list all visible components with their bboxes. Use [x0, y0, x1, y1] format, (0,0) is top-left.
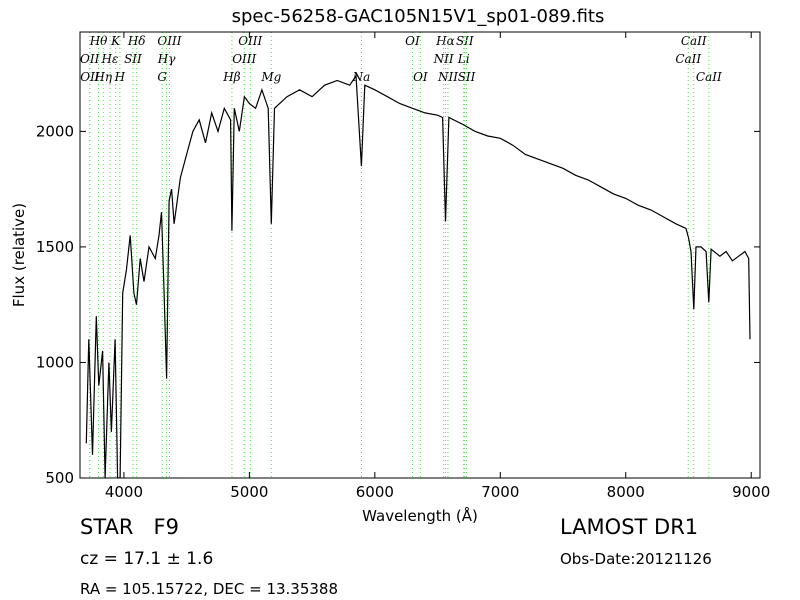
spectral-line-label: SII: [124, 52, 142, 66]
spectral-line-label: OIII: [157, 34, 181, 48]
x-axis-label: Wavelength (Å): [362, 506, 478, 525]
spectral-line-label: CaII: [681, 34, 707, 48]
spectral-line-label: NII: [437, 70, 458, 84]
spectral-line-label: K: [110, 34, 121, 48]
spectral-line-label: NII: [433, 52, 454, 66]
spectrum: [85, 74, 751, 478]
y-tick-label: 1000: [36, 353, 74, 371]
y-tick-label: 2000: [36, 122, 74, 140]
spectral-line-label: Hη: [93, 70, 112, 84]
coordinates: RA = 105.15722, DEC = 13.35388: [80, 580, 338, 598]
obs-date: Obs-Date:20121126: [560, 550, 712, 568]
spectral-line-label: G: [157, 70, 167, 84]
y-tick-label: 1500: [36, 238, 74, 256]
x-tick-label: 6000: [356, 483, 394, 501]
spectral-line-label: Hθ: [89, 34, 108, 48]
chart-title: spec-56258-GAC105N15V1_sp01-089.fits: [232, 6, 605, 27]
spectral-line-label: Mg: [260, 70, 281, 84]
survey: LAMOST DR1: [560, 515, 698, 539]
plot-frame: [79, 31, 761, 479]
redshift: cz = 17.1 ± 1.6: [80, 549, 213, 569]
spectral-line-label: OII: [80, 52, 100, 66]
spectral-line-label: OI: [413, 70, 428, 84]
spectral-line-label: Hδ: [127, 34, 146, 48]
spectral-line-label: Na: [352, 70, 371, 84]
x-tick-label: 5000: [230, 483, 268, 501]
spectral-line-label: Hα: [435, 34, 455, 48]
x-tick-label: 4000: [105, 483, 143, 501]
spectral-line-label: Hε: [101, 52, 119, 66]
object-class: STAR F9: [80, 515, 179, 539]
spectral-line-label: Li: [457, 52, 470, 66]
spectral-line-label: OIII: [232, 52, 256, 66]
spectral-line-label: Hβ: [222, 70, 240, 84]
spectral-line-label: CaII: [696, 70, 722, 84]
spectral-line-label: CaII: [675, 52, 701, 66]
y-axis-label: Flux (relative): [10, 203, 28, 307]
y-tick-label: 500: [45, 469, 74, 487]
x-tick-label: 7000: [481, 483, 519, 501]
spectral-line-label: Hγ: [157, 52, 176, 66]
spectral-line-label: OI: [405, 34, 420, 48]
spectral-line-label: SII: [456, 34, 474, 48]
x-tick-label: 9000: [732, 483, 770, 501]
spectral-line-label: OIII: [238, 34, 262, 48]
x-tick-label: 8000: [607, 483, 645, 501]
spectral-line-label: SII: [458, 70, 476, 84]
spectral-line-label: OII: [80, 70, 100, 84]
spectral-line-label: H: [114, 70, 126, 84]
